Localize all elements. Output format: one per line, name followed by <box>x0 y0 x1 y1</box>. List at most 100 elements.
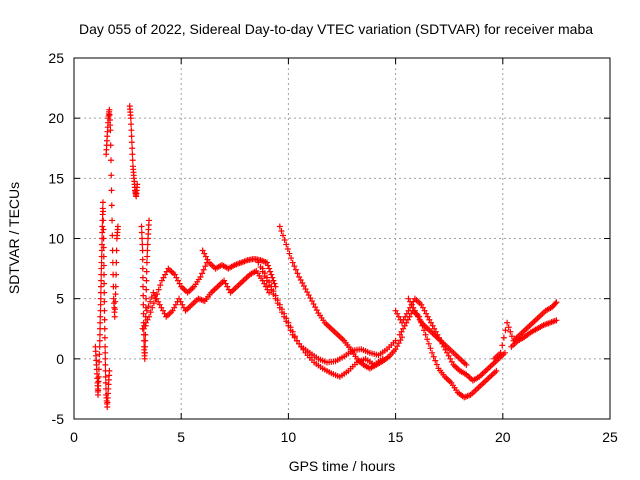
data-point <box>98 277 105 284</box>
y-axis-label: SDTVAR / TECUs <box>6 182 22 294</box>
data-point <box>97 319 104 326</box>
data-point <box>98 283 105 290</box>
data-point <box>177 298 184 305</box>
data-point <box>106 116 113 123</box>
data-point <box>401 322 408 329</box>
data-point <box>270 277 277 284</box>
y-tick-label: 20 <box>48 110 64 126</box>
data-point <box>151 292 158 299</box>
data-point <box>139 265 146 272</box>
data-point <box>107 127 114 134</box>
data-point <box>288 255 295 262</box>
data-point <box>415 313 422 320</box>
data-point <box>499 342 506 349</box>
data-point <box>99 199 106 206</box>
data-point <box>140 310 147 317</box>
data-point <box>424 313 431 320</box>
data-point <box>427 345 434 352</box>
data-point <box>139 274 146 281</box>
data-point <box>281 237 288 244</box>
data-point <box>147 309 154 316</box>
data-point <box>179 301 186 308</box>
data-point <box>261 270 268 277</box>
x-tick-label: 25 <box>602 429 618 445</box>
data-point <box>148 294 155 301</box>
data-point <box>505 324 512 331</box>
data-point <box>310 301 317 308</box>
data-point <box>281 310 288 317</box>
data-point <box>429 322 436 329</box>
data-point <box>305 292 312 299</box>
data-point <box>270 288 277 295</box>
data-point <box>108 202 115 209</box>
data-point <box>101 307 108 314</box>
data-point <box>144 247 151 254</box>
data-point <box>147 298 154 305</box>
data-point <box>176 280 183 287</box>
data-point <box>394 310 401 317</box>
data-point <box>502 327 509 334</box>
data-point <box>422 331 429 338</box>
data-point <box>171 271 178 278</box>
data-point <box>398 328 405 335</box>
data-point <box>431 325 438 332</box>
data-point <box>224 283 231 290</box>
data-point <box>308 298 315 305</box>
data-point <box>142 319 149 326</box>
data-point <box>262 283 269 290</box>
data-point <box>171 304 178 311</box>
series-track-early-2 <box>103 106 121 320</box>
data-point <box>421 307 428 314</box>
data-point <box>204 256 211 263</box>
x-tick-label: 15 <box>388 429 404 445</box>
data-point <box>395 313 402 320</box>
data-point <box>427 319 434 326</box>
data-point <box>200 266 207 273</box>
data-point <box>430 353 437 360</box>
data-point <box>127 115 134 122</box>
data-point <box>395 340 402 347</box>
y-tick-label: 5 <box>56 291 64 307</box>
data-point <box>96 351 103 358</box>
data-point <box>98 259 105 266</box>
series-track-morning-1 <box>139 259 210 332</box>
data-point <box>392 337 399 344</box>
data-point <box>128 127 135 134</box>
data-point <box>413 310 420 317</box>
data-point <box>259 265 266 272</box>
data-point <box>140 283 147 290</box>
data-point <box>143 277 150 284</box>
data-point <box>278 227 285 234</box>
data-point <box>101 298 108 305</box>
data-point <box>158 277 165 284</box>
data-point <box>99 229 106 236</box>
data-point <box>145 303 152 310</box>
data-point <box>143 286 150 293</box>
data-point <box>142 337 149 344</box>
data-point <box>149 304 156 311</box>
data-point <box>112 291 119 298</box>
data-point <box>97 313 104 320</box>
data-point <box>497 349 504 356</box>
data-point <box>424 336 431 343</box>
series-track-afternoon-3 <box>405 295 470 368</box>
data-point <box>423 310 430 317</box>
data-point <box>141 355 148 362</box>
data-point <box>553 299 560 306</box>
x-axis-label: GPS time / hours <box>289 458 396 474</box>
data-point <box>129 151 136 158</box>
data-point <box>407 298 414 305</box>
data-point <box>102 349 109 356</box>
data-point <box>266 265 273 272</box>
data-point <box>107 122 114 129</box>
data-point <box>96 343 103 350</box>
y-tick-label: 0 <box>56 351 64 367</box>
y-tick-label: 15 <box>48 170 64 186</box>
data-point <box>140 292 147 299</box>
data-point <box>139 241 146 248</box>
data-point <box>144 241 151 248</box>
data-point <box>268 283 275 290</box>
data-point <box>447 355 454 362</box>
data-point <box>101 316 108 323</box>
